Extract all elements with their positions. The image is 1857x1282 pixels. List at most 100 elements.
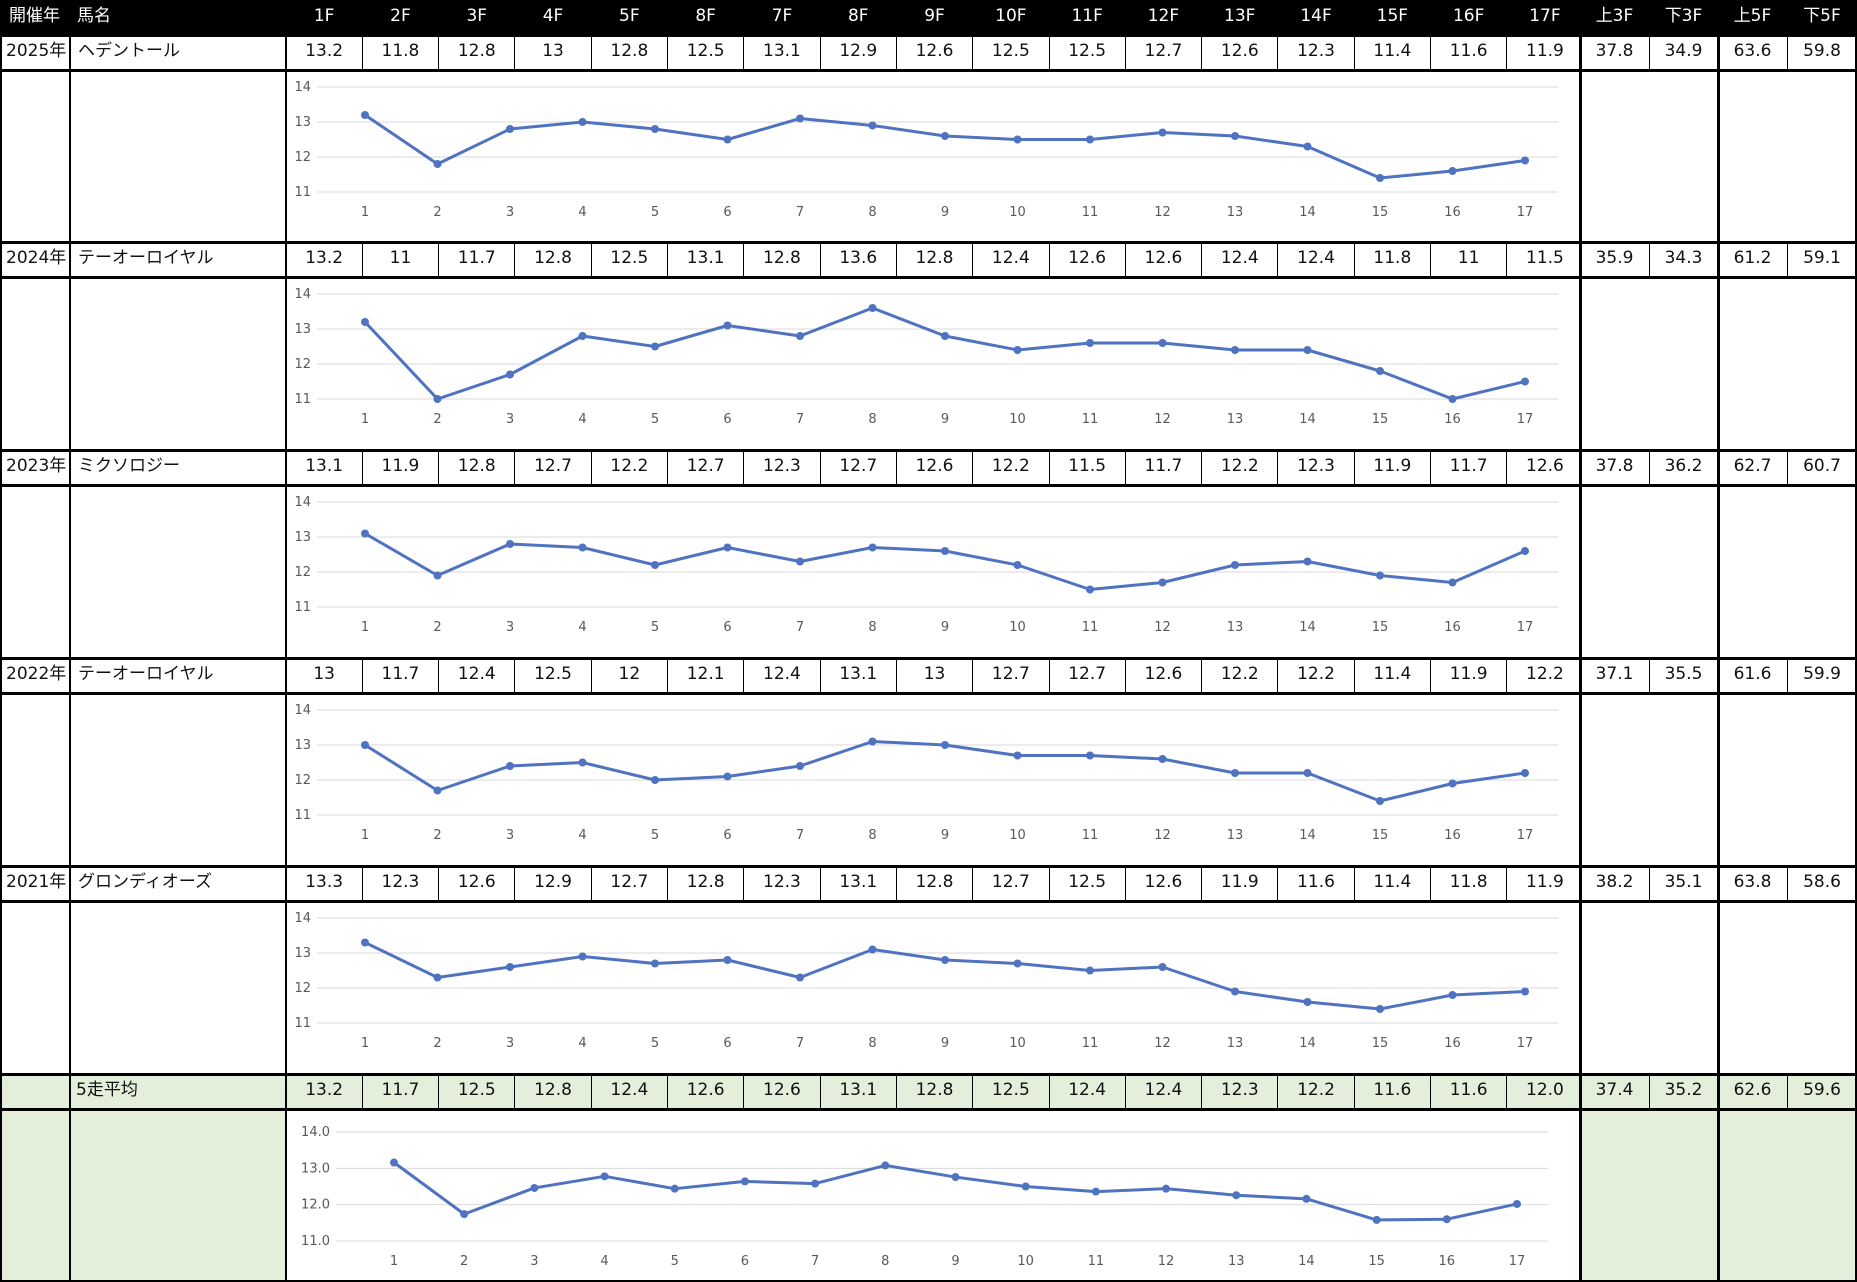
data-point xyxy=(361,111,369,119)
data-point xyxy=(868,121,877,130)
data-point xyxy=(506,125,514,133)
y-tick-label: 12 xyxy=(294,773,311,788)
section-time-cell: 38.2 xyxy=(1595,872,1634,892)
lap-time-cell: 13.1 xyxy=(839,664,878,684)
section-time-cell: 61.6 xyxy=(1733,664,1772,684)
x-tick-label: 2 xyxy=(433,620,441,635)
data-point xyxy=(1158,755,1167,763)
y-tick-label: 13 xyxy=(294,738,311,753)
x-tick-label: 12 xyxy=(1154,1036,1171,1051)
lap-time-cell: 12.8 xyxy=(457,41,496,61)
x-tick-label: 16 xyxy=(1444,1036,1461,1051)
lap-column-header: 11F xyxy=(1071,6,1103,26)
lap-time-cell: 12.3 xyxy=(381,872,420,892)
lap-time-cell: 12.7 xyxy=(991,872,1030,892)
lap-time-cell: 12.6 xyxy=(1220,41,1259,61)
x-tick-label: 3 xyxy=(506,620,514,635)
data-point xyxy=(1013,751,1022,760)
data-point xyxy=(811,1179,820,1188)
x-tick-label: 11 xyxy=(1082,828,1099,843)
lap-time-cell: 12.6 xyxy=(915,456,954,476)
data-point xyxy=(361,938,369,947)
data-point xyxy=(1086,585,1094,594)
section-time-cell: 60.7 xyxy=(1803,456,1841,476)
lap-time-cell: 12.2 xyxy=(1220,664,1259,684)
section-time-cell: 37.8 xyxy=(1595,41,1634,61)
data-point xyxy=(600,1172,609,1181)
x-tick-label: 11 xyxy=(1082,412,1099,427)
y-tick-label: 13.0 xyxy=(301,1161,330,1176)
data-point xyxy=(361,529,369,538)
lap-time-cell: 12.9 xyxy=(534,872,572,892)
horse-name: グロンディオーズ xyxy=(78,872,212,892)
y-tick-label: 13 xyxy=(294,946,311,961)
x-tick-label: 16 xyxy=(1444,828,1461,843)
lap-column-header: 8F xyxy=(847,6,869,26)
x-tick-label: 4 xyxy=(578,412,586,427)
x-tick-label: 9 xyxy=(941,412,949,427)
lap-time-cell: 13.2 xyxy=(305,1080,344,1100)
lap-time-cell: 12.4 xyxy=(610,1080,649,1100)
lap-time-cell: 13.1 xyxy=(686,248,725,268)
data-point xyxy=(1376,1005,1384,1013)
y-tick-label: 14 xyxy=(294,495,311,510)
lap-time-cell: 13.1 xyxy=(839,872,878,892)
x-tick-label: 13 xyxy=(1227,205,1244,220)
lap-time-cell: 12.0 xyxy=(1526,1080,1564,1100)
data-point xyxy=(433,973,442,982)
lap-time-cell: 12.9 xyxy=(839,41,878,61)
horse-name: テーオーロイヤル xyxy=(78,664,214,684)
data-point xyxy=(881,1161,890,1170)
data-point xyxy=(361,741,369,749)
lap-time-cell: 12.2 xyxy=(1526,664,1564,684)
lap-time-cell: 12.4 xyxy=(1144,1080,1183,1100)
x-tick-label: 10 xyxy=(1009,1036,1026,1051)
data-point xyxy=(433,395,442,403)
lap-time-cell: 12.4 xyxy=(991,248,1030,268)
lap-time-cell: 12.2 xyxy=(1220,456,1259,476)
horse-name: ミクソロジー xyxy=(78,456,180,476)
data-point xyxy=(578,543,587,552)
data-point xyxy=(951,1173,960,1182)
x-tick-label: 8 xyxy=(868,620,876,635)
data-point xyxy=(1231,132,1239,140)
lap-time-cell: 12.8 xyxy=(763,248,801,268)
x-tick-label: 7 xyxy=(796,620,804,635)
lap-time-cell: 12.4 xyxy=(1297,248,1335,268)
data-point xyxy=(796,557,804,566)
series-line xyxy=(363,306,1526,401)
x-tick-label: 14 xyxy=(1299,205,1316,220)
x-tick-label: 12 xyxy=(1154,205,1171,220)
x-tick-label: 14 xyxy=(1299,828,1316,843)
x-tick-label: 8 xyxy=(868,205,876,220)
y-tick-label: 11 xyxy=(294,600,311,615)
x-tick-label: 12 xyxy=(1154,412,1171,427)
lap-time-cell: 13.2 xyxy=(305,248,344,268)
lap-time-cell: 12.1 xyxy=(686,664,725,684)
data-point xyxy=(723,543,732,552)
lap-time-cell: 12.3 xyxy=(763,456,801,476)
x-tick-label: 5 xyxy=(651,412,659,427)
lap-time-cell: 11.4 xyxy=(1373,664,1412,684)
lap-column-header: 16F xyxy=(1452,6,1485,26)
lap-time-cell: 12.2 xyxy=(1297,664,1335,684)
data-point xyxy=(506,963,514,971)
section-time-cell: 37.1 xyxy=(1595,664,1634,684)
lap-time-cell: 11.5 xyxy=(1526,248,1564,268)
data-point xyxy=(796,762,804,770)
x-tick-label: 5 xyxy=(651,828,659,843)
x-tick-label: 13 xyxy=(1228,1254,1245,1269)
series-line xyxy=(364,740,1526,803)
lap-time-cell: 13 xyxy=(923,664,946,684)
lap-time-cell: 11.6 xyxy=(1449,41,1488,61)
data-point xyxy=(1231,987,1239,996)
data-point xyxy=(1013,959,1022,968)
data-point xyxy=(941,956,949,964)
data-point xyxy=(868,304,877,312)
x-tick-label: 1 xyxy=(361,205,369,220)
horse-column-header: 馬名 xyxy=(77,6,111,26)
series-line xyxy=(364,532,1526,591)
x-tick-label: 11 xyxy=(1088,1254,1105,1269)
x-tick-label: 10 xyxy=(1009,205,1026,220)
